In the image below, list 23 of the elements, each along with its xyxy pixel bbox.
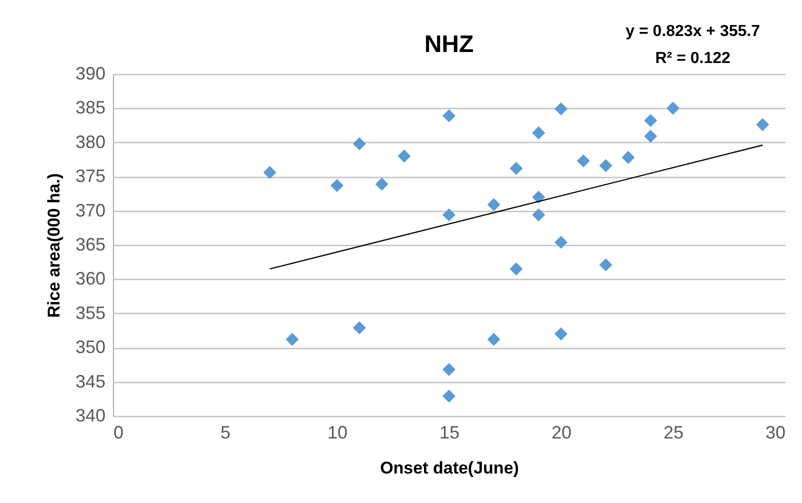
y-tick-label: 345 [75, 371, 106, 392]
y-tick-label: 340 [75, 406, 106, 426]
x-tick-label: 30 [765, 422, 786, 442]
y-tick-label: 380 [75, 132, 106, 152]
y-tick-label: 390 [75, 64, 106, 84]
text: y = 0.823x + 355.7 [626, 22, 760, 42]
x-tick-label: 25 [663, 422, 684, 442]
y-tick-label: 365 [75, 234, 106, 254]
x-tick-label: 20 [551, 422, 572, 442]
y-axis-title: Rice area(000 ha.) [44, 173, 64, 318]
y-tick-label: 350 [75, 337, 106, 358]
y-tick-label: 370 [75, 200, 106, 220]
y-tick-label: 360 [75, 268, 106, 289]
text: R² = 0.122 [654, 49, 732, 69]
y-tick-label: 375 [75, 166, 106, 186]
x-tick-label: 0 [114, 422, 124, 442]
x-tick-label: 10 [327, 422, 348, 442]
chart-title: NHZ [424, 31, 474, 58]
y-tick-label: 355 [75, 302, 106, 323]
x-tick-label: 15 [439, 422, 460, 442]
y-tick-label: 385 [75, 98, 106, 118]
x-axis-title: Onset date(June) [380, 458, 519, 478]
x-tick-label: 5 [220, 422, 231, 442]
